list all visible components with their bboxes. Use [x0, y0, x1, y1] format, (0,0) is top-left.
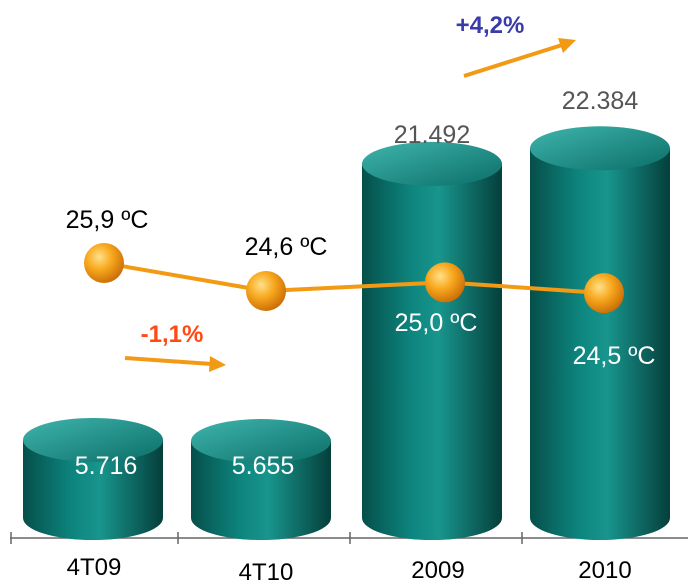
growth-arrow-shaft — [463, 43, 563, 78]
growth-arrow-shaft — [124, 356, 213, 366]
x-tick-label: 4T09 — [67, 554, 122, 581]
temperature-label: 24,6 ºC — [245, 233, 328, 261]
temperature-marker — [84, 243, 124, 283]
x-tick-label: 2010 — [578, 557, 631, 584]
bar-value-label: 22.384 — [562, 87, 639, 115]
temperature-label: 24,5 ºC — [573, 342, 656, 370]
bar-value-label: 5.655 — [232, 452, 295, 480]
x-tick-label: 2009 — [411, 557, 464, 584]
bar-value-label: 21.492 — [394, 121, 470, 149]
bar — [23, 417, 163, 540]
bar-value-label: 5.716 — [75, 452, 138, 480]
temperature-label: 25,9 ºC — [66, 206, 149, 234]
bar — [362, 141, 502, 540]
temperature-marker — [246, 270, 286, 311]
growth-arrow-head — [558, 38, 576, 53]
temperature-marker — [584, 273, 624, 314]
bar — [191, 419, 331, 540]
temperature-line — [103, 261, 605, 296]
x-tick-label: 4T10 — [239, 559, 294, 584]
growth-annotation-positive: +4,2% — [456, 12, 525, 39]
growth-arrow-head — [209, 356, 226, 372]
growth-annotation-negative: -1,1% — [141, 321, 204, 348]
temperature-label: 25,0 ºC — [395, 309, 478, 337]
bar — [530, 126, 670, 540]
temperature-marker — [425, 262, 465, 303]
